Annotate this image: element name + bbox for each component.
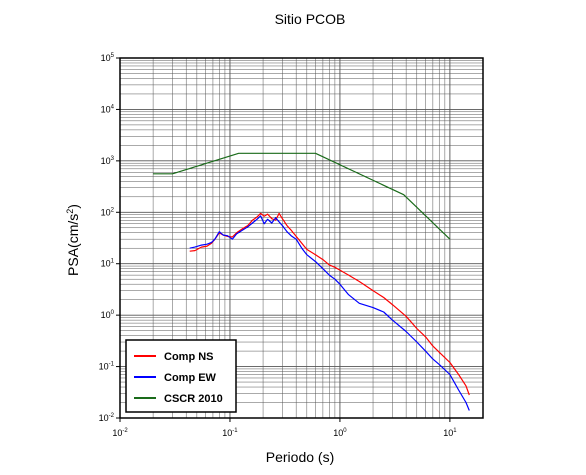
legend-label: Comp NS (164, 351, 214, 363)
y-tick-label: 102 (101, 207, 115, 217)
y-tick-exp: 3 (111, 156, 115, 162)
series-line-comp-ew (189, 215, 470, 411)
series-group (153, 152, 470, 411)
y-tick-exp: 1 (111, 259, 115, 265)
x-tick-base: 10 (112, 428, 122, 438)
x-tick-base: 10 (333, 428, 343, 438)
y-tick-label: 105 (101, 53, 115, 63)
y-tick-label: 104 (101, 104, 115, 114)
x-axis-ticks: 10-2 10-1 100 101 (112, 418, 457, 438)
y-axis-label-tail: ) (65, 204, 81, 209)
x-tick-label: 101 (443, 428, 457, 438)
x-tick-label: 100 (333, 428, 347, 438)
y-tick-base: 10 (101, 104, 111, 114)
x-tick-exp: -1 (232, 428, 238, 434)
x-tick-exp: 1 (453, 428, 457, 434)
y-tick-label: 100 (101, 310, 115, 320)
legend-label: Comp EW (164, 372, 217, 384)
y-tick-base: 10 (99, 413, 109, 423)
y-tick-exp: 0 (111, 310, 115, 316)
grid (119, 57, 484, 419)
legend-label: CSCR 2010 (164, 393, 223, 405)
y-tick-label: 10-2 (99, 413, 115, 423)
series-line-cscr-2010 (153, 152, 451, 240)
y-tick-exp: 4 (111, 104, 115, 110)
x-tick-base: 10 (443, 428, 453, 438)
y-tick-exp: -2 (109, 413, 115, 419)
y-axis-label-base: PSA(cm/s (65, 214, 81, 276)
y-axis-label: PSA(cm/s2) (65, 204, 81, 276)
y-tick-exp: 2 (111, 207, 115, 213)
x-tick-exp: 0 (343, 428, 347, 434)
y-tick-base: 10 (101, 53, 111, 63)
y-tick-base: 10 (101, 259, 111, 269)
y-tick-base: 10 (101, 310, 111, 320)
x-tick-exp: -2 (122, 428, 128, 434)
y-tick-label: 101 (101, 259, 115, 269)
x-tick-base: 10 (222, 428, 232, 438)
x-tick-label: 10-2 (112, 428, 128, 438)
y-tick-label: 10-1 (99, 362, 115, 372)
legend: Comp NS Comp EW CSCR 2010 (125, 339, 237, 413)
y-tick-base: 10 (101, 156, 111, 166)
y-tick-base: 10 (101, 207, 111, 217)
chart-title: Sitio PCOB (275, 11, 346, 27)
y-tick-exp: 5 (111, 53, 115, 59)
y-tick-base: 10 (99, 362, 109, 372)
x-axis-label: Periodo (s) (266, 449, 334, 465)
y-tick-label: 103 (101, 156, 115, 166)
plot-frame (119, 57, 484, 419)
x-tick-label: 10-1 (222, 428, 238, 438)
y-tick-exp: -1 (109, 362, 115, 368)
y-axis-label-sup: 2 (65, 209, 75, 214)
